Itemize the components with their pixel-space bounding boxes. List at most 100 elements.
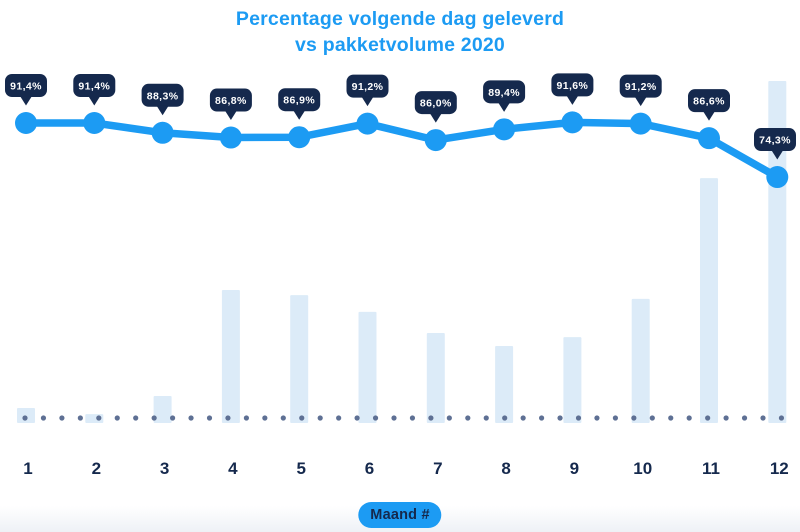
baseline-dot: [262, 415, 268, 421]
data-point-month-4[interactable]: [219, 126, 242, 149]
baseline-dot: [188, 415, 194, 421]
tooltip-bubble: [73, 74, 116, 97]
tooltip-value-text: 86,0%: [420, 98, 452, 110]
tooltip-bubble: [551, 73, 594, 97]
baseline-dot: [243, 415, 249, 421]
x-tick-label-12: 12: [770, 459, 789, 478]
data-point-month-2[interactable]: [83, 112, 106, 134]
baseline-dot: [40, 415, 47, 421]
baseline-dot: [446, 415, 452, 421]
x-tick-label-2: 2: [92, 459, 101, 478]
baseline-dot: [206, 415, 213, 421]
volume-bar-month-4[interactable]: [221, 289, 240, 423]
volume-bar-month-6[interactable]: [358, 311, 377, 423]
tooltip-pointer: [88, 96, 101, 106]
data-point-month-11[interactable]: [698, 127, 720, 150]
tooltip-value-text: 86,9%: [283, 95, 315, 107]
baseline-dot: [557, 415, 563, 421]
volume-bar-month-7[interactable]: [426, 333, 445, 423]
tooltip-value-text: 88,3%: [147, 90, 179, 102]
tooltip-bubble: [141, 83, 184, 107]
baseline-dot: [594, 415, 600, 421]
baseline-dot: [354, 415, 360, 421]
baseline-dot: [280, 415, 286, 421]
baseline-dot: [612, 415, 619, 421]
volume-bar-month-12[interactable]: [768, 81, 787, 423]
tooltip-pointer: [156, 105, 169, 116]
tooltip-value-text: 91,4%: [10, 81, 42, 93]
volume-bar-month-9[interactable]: [563, 337, 582, 423]
baseline-dot: [114, 415, 120, 421]
volume-bar-month-11[interactable]: [700, 178, 718, 423]
tooltip-value-text: 89,4%: [488, 87, 520, 99]
x-tick-label-3: 3: [160, 459, 169, 478]
volume-bar-month-5[interactable]: [290, 295, 309, 423]
baseline-dot: [59, 415, 65, 421]
x-tick-label-7: 7: [433, 459, 442, 478]
baseline-dot: [391, 415, 397, 421]
baseline-dot: [299, 415, 305, 421]
value-tooltip-month-1: 91,4%: [5, 74, 47, 106]
tooltip-bubble: [483, 80, 526, 104]
baseline-dot: [483, 415, 489, 421]
tooltip-pointer: [498, 102, 511, 112]
volume-bar-month-10[interactable]: [631, 298, 650, 423]
data-point-month-3[interactable]: [151, 121, 174, 144]
tooltip-pointer: [20, 96, 32, 106]
baseline-dot: [133, 415, 139, 421]
baseline-dot: [409, 415, 416, 421]
x-tick-label-6: 6: [365, 459, 374, 478]
data-point-month-6[interactable]: [356, 112, 379, 135]
value-tooltip-month-7: 86,0%: [414, 91, 457, 123]
tooltip-bubble: [5, 74, 47, 97]
percentage-line: [22, 118, 782, 181]
tooltip-pointer: [224, 110, 237, 121]
tooltip-pointer: [429, 113, 442, 123]
baseline-dot: [686, 415, 692, 421]
data-point-month-12[interactable]: [766, 166, 789, 189]
tooltip-bubble: [688, 89, 730, 113]
tooltip-value-text: 91,2%: [352, 81, 384, 93]
volume-bar-month-1[interactable]: [17, 407, 35, 423]
x-tick-label-1: 1: [23, 459, 32, 478]
tooltip-pointer: [293, 110, 306, 120]
baseline-dot: [760, 415, 766, 421]
baseline-dot: [96, 415, 102, 421]
baseline-dot: [520, 415, 526, 421]
value-tooltip-month-2: 91,4%: [73, 74, 116, 106]
data-point-month-7[interactable]: [424, 129, 447, 152]
volume-bar-month-3[interactable]: [153, 395, 172, 423]
data-point-month-8[interactable]: [493, 118, 516, 141]
value-tooltip-month-6: 91,2%: [346, 74, 389, 107]
tooltip-bubble: [209, 88, 252, 112]
tooltip-bubble: [619, 74, 662, 98]
data-point-month-1[interactable]: [15, 112, 37, 134]
data-point-month-9[interactable]: [561, 111, 584, 134]
x-tick-label-5: 5: [296, 459, 305, 478]
baseline-dot: [649, 415, 655, 421]
tooltip-pointer: [703, 111, 715, 121]
x-tick-label-8: 8: [501, 459, 510, 478]
volume-bar-month-8[interactable]: [495, 346, 514, 423]
data-point-month-10[interactable]: [629, 112, 652, 135]
baseline-dot: [77, 415, 83, 421]
baseline-dot: [317, 415, 323, 421]
value-tooltip-month-9: 91,6%: [551, 73, 594, 105]
baseline-dot: [668, 415, 674, 421]
tooltip-pointer: [361, 96, 374, 107]
x-tick-label-11: 11: [702, 459, 720, 478]
baseline-dot: [22, 415, 28, 421]
tooltip-bubble: [754, 128, 796, 152]
baseline-dot: [502, 415, 508, 421]
data-point-month-5[interactable]: [288, 126, 311, 149]
tooltip-bubble: [414, 91, 457, 115]
chart-title-line1: Percentage volgende dag geleverd: [235, 8, 565, 30]
tooltip-value-text: 91,4%: [78, 81, 110, 93]
baseline-dot: [631, 415, 637, 421]
tooltip-value-text: 86,6%: [693, 96, 725, 108]
baseline-dot: [428, 415, 434, 421]
baseline-dot: [151, 415, 157, 421]
baseline-dot: [465, 415, 471, 421]
baseline-dot: [225, 415, 231, 421]
